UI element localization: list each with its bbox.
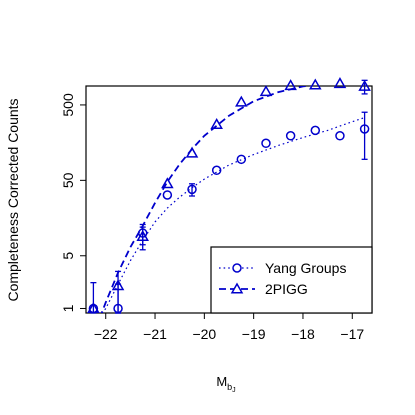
x-tick-label: −18 (291, 326, 315, 342)
point-2pigg (185, 146, 199, 158)
x-tick-label: −20 (192, 326, 216, 342)
point-yang-groups (310, 125, 321, 136)
y-axis-title: Completeness Corrected Counts (5, 98, 21, 301)
point-yang-groups (359, 124, 370, 134)
legend-marker-triangle (230, 282, 244, 294)
point-yang-groups (187, 184, 197, 195)
point-yang-groups (261, 138, 271, 149)
x-tick-label: −21 (143, 326, 167, 342)
point-2pigg (284, 79, 297, 91)
point-2pigg (358, 79, 371, 91)
y-tick-label: 50 (60, 172, 76, 188)
point-2pigg (161, 177, 174, 189)
x-axis: −22 −21 −20 −19 −18 −17 (94, 313, 364, 342)
point-yang-groups (137, 228, 148, 238)
point-yang-groups (285, 131, 296, 141)
legend: Yang Groups 2PIGG (210, 246, 373, 314)
y-tick-label: 500 (60, 93, 76, 117)
y-axis: 1 5 50 500 (60, 93, 86, 312)
point-2pigg (136, 229, 149, 242)
point-yang-groups (113, 303, 123, 314)
x-tick-label: −17 (340, 326, 364, 342)
point-2pigg (111, 279, 125, 291)
x-axis-title-subsub: J (232, 387, 236, 394)
x-tick-label: −22 (94, 326, 118, 342)
x-axis-title: MbJ (216, 374, 235, 394)
point-2pigg (333, 77, 347, 89)
point-yang-groups (335, 131, 345, 141)
point-2pigg (259, 85, 273, 97)
point-2pigg (235, 95, 248, 107)
legend-label: Yang Groups (265, 260, 346, 276)
y-tick-label: 5 (60, 252, 76, 260)
point-2pigg (87, 301, 100, 313)
data-points (87, 77, 371, 314)
point-yang-groups (211, 165, 222, 176)
x-tick-label: −19 (242, 326, 266, 342)
x-axis-title-main: M (216, 374, 227, 389)
x-axis-title-sub: b (227, 382, 232, 392)
legend-label: 2PIGG (265, 281, 308, 297)
legend-box (210, 246, 373, 314)
legend-marker-circle (232, 263, 242, 273)
point-2pigg (210, 118, 223, 130)
y-tick-label: 1 (60, 304, 76, 312)
point-yang-groups (236, 154, 247, 165)
point-2pigg (309, 78, 322, 90)
point-yang-groups (162, 190, 173, 200)
